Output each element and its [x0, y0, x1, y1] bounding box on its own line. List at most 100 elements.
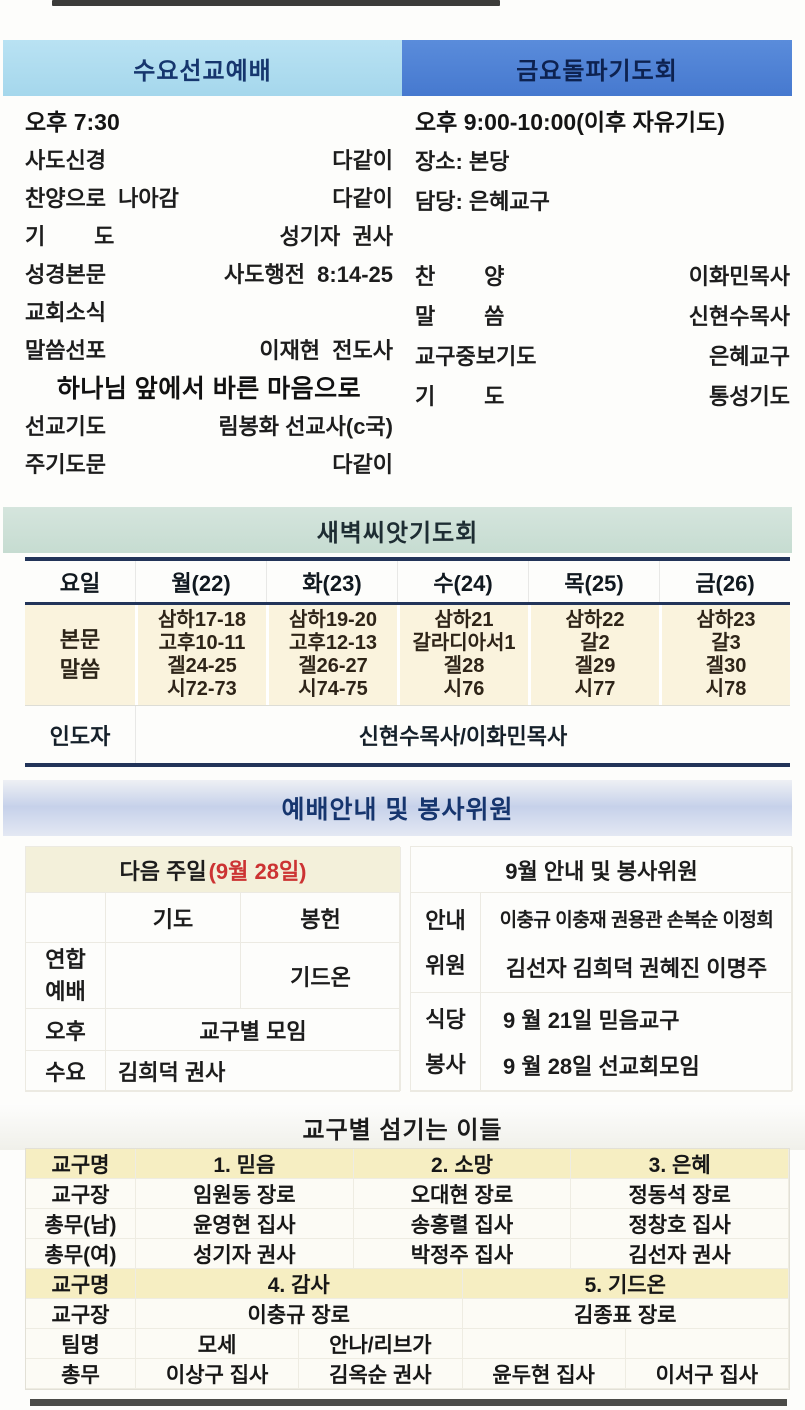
day-column-header: 요일 [59, 570, 101, 596]
table-cell: 임원동 장로 [136, 1179, 354, 1209]
table-cell: 모세 [136, 1329, 300, 1359]
friday-prayer-section: 오후 9:00-10:00(이후 자유기도) 장소: 본당 담당: 은혜교구 찬… [415, 100, 790, 415]
readings-cell-monday: 삼하17-18 고후10-11 겔24-25 시72-73 [135, 605, 266, 705]
day-header: 목(25) [528, 561, 659, 602]
monthly-volunteers-title: 9월 안내 및 봉사위원 [411, 847, 793, 893]
order-item-row: 주기도문 다같이 [25, 444, 393, 482]
next-sunday-date: (9월 28일) [208, 858, 307, 884]
order-item-value: 이재현 전도사 [259, 338, 393, 363]
readings-row-label: 본문 말씀 [25, 605, 135, 705]
order-item-row: 교회소식 [25, 292, 393, 330]
order-item-label: 찬 양 [415, 264, 505, 289]
table-cell: 이충규 장로 [136, 1299, 463, 1329]
parish-3-grace-header: 3. 은혜 [571, 1149, 789, 1179]
readings-cell-friday: 삼하23 갈3 겔30 시78 [659, 605, 790, 705]
order-item-label: 말 씀 [415, 304, 505, 329]
friday-place: 장소: 본당 [415, 149, 510, 174]
order-item-value: 은혜교구 [709, 344, 790, 369]
service-info-header: 예배안내 및 봉사위원 [3, 780, 792, 836]
order-item-label: 사도신경 [25, 148, 106, 173]
empty-cell [26, 893, 106, 943]
order-item-row: 사도신경 다같이 [25, 140, 393, 178]
order-item-row: 선교기도 림봉화 선교사(c국) [25, 406, 393, 444]
scan-top-edge-line [52, 0, 500, 6]
table-cell: 김선자 권사 [571, 1239, 789, 1269]
row-label: 총무(남) [26, 1209, 136, 1239]
parish-servants-header: 교구별 섬기는 이들 [0, 1104, 805, 1150]
order-item-value: 사도행전 8:14-25 [223, 262, 393, 287]
order-item-label: 찬양으로 나아감 [25, 186, 179, 211]
table-cell: 성기자 권사 [136, 1239, 354, 1269]
order-item-value: 신현수목사 [688, 304, 790, 329]
order-item-label: 주기도문 [25, 452, 106, 477]
order-item-row: 성경본문 사도행전 8:14-25 [25, 254, 393, 292]
day-header: 월(22) [135, 561, 266, 602]
order-item-label: 말씀선포 [25, 338, 106, 363]
friday-prayer-header: 금요돌파기도회 [402, 40, 792, 96]
parish-2-hope-header: 2. 소망 [353, 1149, 572, 1179]
row-label: 총무 [26, 1359, 136, 1389]
friday-prayer-title: 금요돌파기도회 [516, 57, 678, 85]
table-cell: 송홍렬 집사 [353, 1209, 572, 1239]
table-cell: 이상구 집사 [136, 1359, 300, 1389]
leader-names: 신현수목사/이화민목사 [135, 706, 790, 763]
union-worship-label: 연합 예배 [26, 943, 106, 1009]
parish-name-header: 교구명 [26, 1269, 136, 1299]
afternoon-value: 교구별 모임 [106, 1009, 401, 1051]
friday-time: 오후 9:00-10:00(이후 자유기도) [415, 109, 725, 135]
order-item-row: 기 도 통성기도 [415, 375, 790, 415]
leader-row-label: 인도자 [49, 723, 111, 749]
scan-bottom-edge-line [30, 1399, 787, 1406]
order-item-row: 찬 양 이화민목사 [415, 255, 790, 295]
day-header: 수(24) [397, 561, 528, 602]
readings-cell-tuesday: 삼하19-20 고후12-13 겔26-27 시74-75 [266, 605, 397, 705]
order-item-label: 성경본문 [25, 262, 106, 287]
order-item-value: 이화민목사 [688, 264, 790, 289]
dawn-leader-row: 인도자 신현수목사/이화민목사 [25, 705, 790, 763]
order-item-row: 말 씀 신현수목사 [415, 295, 790, 335]
table-cell: 이서구 집사 [625, 1359, 789, 1389]
wednesday-time: 오후 7:30 [25, 109, 120, 135]
table-cell [462, 1329, 626, 1359]
order-item-label: 기 도 [25, 224, 115, 249]
prayer-column-header: 기도 [106, 893, 241, 943]
order-item-label: 교구중보기도 [415, 344, 537, 369]
row-label: 총무(여) [26, 1239, 136, 1269]
parish-4-thanks-header: 4. 감사 [136, 1269, 463, 1299]
dawn-prayer-header: 새벽씨앗기도회 [3, 507, 792, 553]
day-header: 금(26) [659, 561, 790, 602]
union-worship-offering: 기드온 [241, 943, 401, 1009]
day-header: 화(23) [266, 561, 397, 602]
spacer [415, 220, 790, 255]
table-cell: 정창호 집사 [571, 1209, 789, 1239]
order-item-value: 성기자 권사 [279, 224, 393, 249]
dawn-readings-row: 본문 말씀 삼하17-18 고후10-11 겔24-25 시72-73 삼하19… [25, 605, 790, 705]
dining-line2: 9 월 28일 선교회모임 [503, 1053, 700, 1079]
guide-committee-names: 이충규 이충재 권용관 손복순 이정희 김선자 김희덕 권혜진 이명주 [481, 893, 793, 993]
dawn-prayer-table: 요일 월(22) 화(23) 수(24) 목(25) 금(26) 본문 말씀 삼… [25, 557, 790, 767]
table-cell: 정동석 장로 [571, 1179, 789, 1209]
parish-servants-title: 교구별 섬기는 이들 [302, 1116, 503, 1144]
monthly-volunteers-table: 9월 안내 및 봉사위원 안내 위원 이충규 이충재 권용관 손복순 이정희 김… [410, 846, 793, 1092]
readings-cell-thursday: 삼하22 갈2 겔29 시77 [528, 605, 659, 705]
order-item-value: 다같이 [332, 148, 393, 173]
order-item-row: 찬양으로 나아감 다같이 [25, 178, 393, 216]
parish-1-faith-header: 1. 믿음 [136, 1149, 354, 1179]
row-label: 팀명 [26, 1329, 136, 1359]
table-cell: 김종표 장로 [462, 1299, 789, 1329]
order-item-value: 림봉화 선교사(c국) [218, 414, 393, 439]
table-cell: 윤영현 집사 [136, 1209, 354, 1239]
wednesday-prayer-person: 김희덕 권사 [106, 1051, 401, 1091]
table-cell [625, 1329, 789, 1359]
order-item-label: 선교기도 [25, 414, 106, 439]
table-cell: 오대현 장로 [353, 1179, 572, 1209]
parish-servants-table: 교구명 1. 믿음 2. 소망 3. 은혜 교구장 임원동 장로 오대현 장로 … [25, 1148, 790, 1390]
table-cell: 안나/리브가 [299, 1329, 463, 1359]
sermon-title: 하나님 앞에서 바른 마음으로 [56, 375, 362, 403]
offering-column-header: 봉헌 [241, 893, 401, 943]
guide-names-line1: 이충규 이충재 권용관 손복순 이정희 [499, 910, 774, 931]
next-sunday-header: 다음 주일 (9월 28일) [26, 847, 401, 893]
next-sunday-label: 다음 주일 [119, 858, 207, 884]
wednesday-row-label: 수요 [26, 1051, 106, 1091]
